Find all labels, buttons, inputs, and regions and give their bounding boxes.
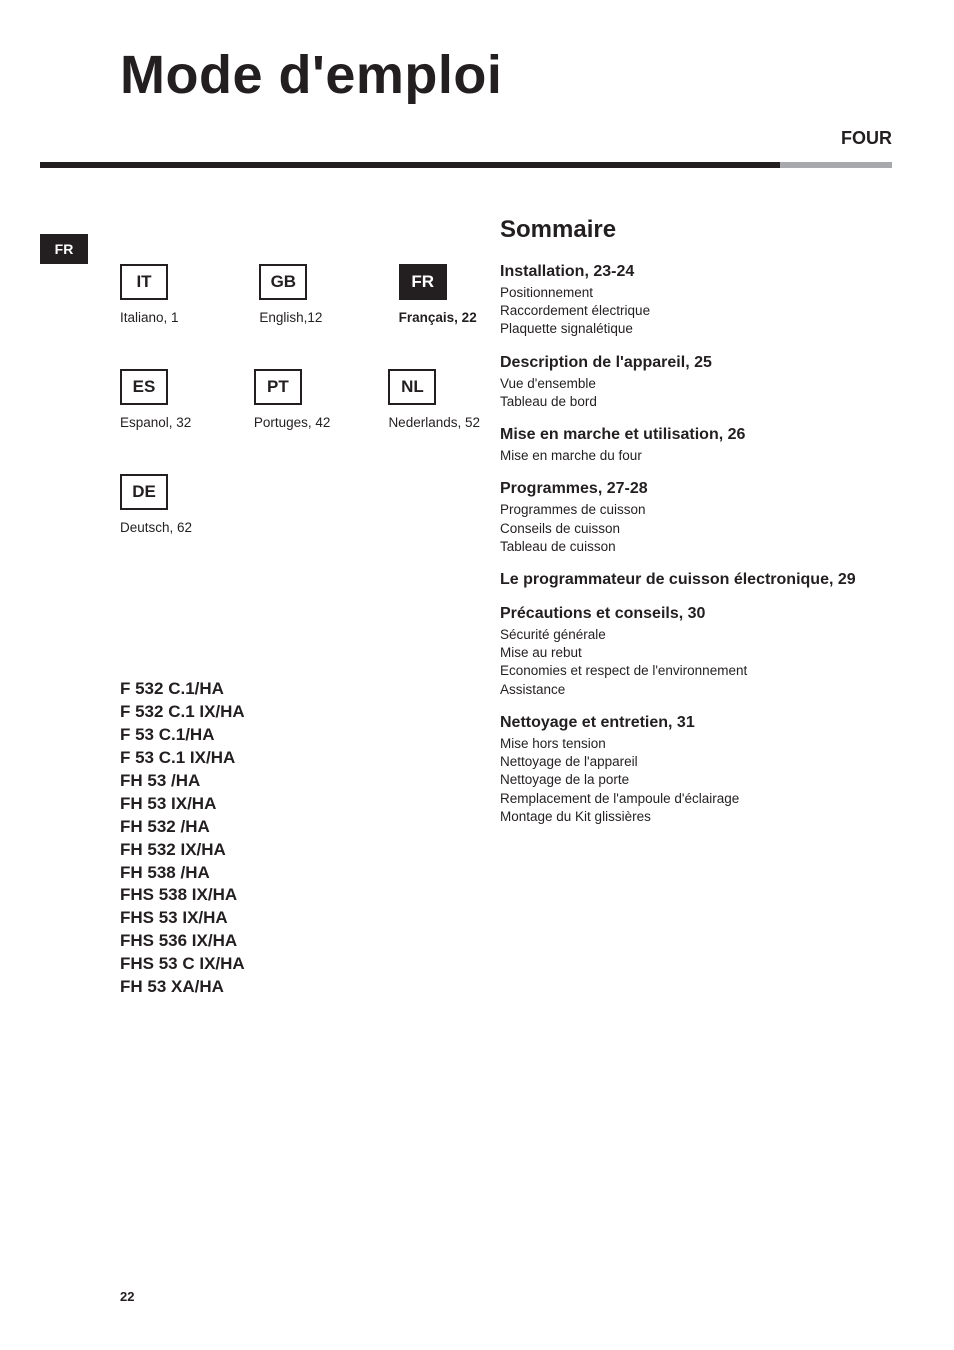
model-item: F 53 C.1/HA <box>120 724 245 747</box>
language-label: Portuges, 42 <box>254 415 331 430</box>
language-label: Espanol, 32 <box>120 415 196 430</box>
language-label: Deutsch, 62 <box>120 520 216 535</box>
model-item: FHS 53 C IX/HA <box>120 953 245 976</box>
summary-section: Mise en marche et utilisation, 26 Mise en… <box>500 425 870 465</box>
summary-section-line: Mise hors tension <box>500 735 870 753</box>
summary-section-line: Mise en marche du four <box>500 447 870 465</box>
summary-section-line: Tableau de bord <box>500 393 870 411</box>
language-box: FR <box>399 264 447 300</box>
language-cell: GB English,12 <box>259 264 340 325</box>
summary-section: Nettoyage et entretien, 31Mise hors tens… <box>500 713 870 826</box>
model-item: FH 532 /HA <box>120 816 245 839</box>
summary-section-line: Nettoyage de l'appareil <box>500 753 870 771</box>
summary-section-line: Positionnement <box>500 284 870 302</box>
summary-section-line: Economies et respect de l'environnement <box>500 662 870 680</box>
summary-section-line: Remplacement de l'ampoule d'éclairage <box>500 790 870 808</box>
summary-section-line: Nettoyage de la porte <box>500 771 870 789</box>
summary-section-line: Conseils de cuisson <box>500 520 870 538</box>
summary-section: Installation, 23-24PositionnementRaccord… <box>500 262 870 339</box>
summary-section-title: Mise en marche et utilisation, 26 <box>500 425 870 445</box>
language-cell: FR Français, 22 <box>399 264 480 325</box>
summary-section-line: Plaquette signalétique <box>500 320 870 338</box>
summary-section-title: Installation, 23-24 <box>500 262 870 282</box>
category-label: FOUR <box>841 128 892 149</box>
language-cell: PT Portuges, 42 <box>254 369 331 430</box>
language-box: NL <box>388 369 436 405</box>
language-cell: DE Deutsch, 62 <box>120 474 216 535</box>
language-box: ES <box>120 369 168 405</box>
summary-section-title: Le programmateur de cuisson électronique… <box>500 570 870 590</box>
language-cell: ES Espanol, 32 <box>120 369 196 430</box>
language-cell: IT Italiano, 1 <box>120 264 201 325</box>
summary-section-lines: Mise hors tensionNettoyage de l'appareil… <box>500 735 870 826</box>
language-label: Italiano, 1 <box>120 310 201 325</box>
language-row: ES Espanol, 32 PT Portuges, 42 NL Nederlands,… <box>120 369 480 430</box>
summary-section-lines: Programmes de cuissonConseils de cuisson… <box>500 501 870 556</box>
summary-section-title: Description de l'appareil, 25 <box>500 353 870 373</box>
summary-heading: Sommaire <box>500 216 870 244</box>
summary-section-lines: Vue d'ensembleTableau de bord <box>500 375 870 411</box>
model-item: FH 532 IX/HA <box>120 839 245 862</box>
language-box: IT <box>120 264 168 300</box>
language-row: DE Deutsch, 62 <box>120 474 480 535</box>
language-cell: NL Nederlands, 52 <box>388 369 480 430</box>
page-title: Mode d'emploi <box>120 44 892 106</box>
summary-column: Sommaire Installation, 23-24Positionneme… <box>500 216 870 840</box>
language-box: PT <box>254 369 302 405</box>
model-list: F 532 C.1/HAF 532 C.1 IX/HAF 53 C.1/HAF … <box>120 678 245 999</box>
summary-section: Description de l'appareil, 25Vue d'ensem… <box>500 353 870 411</box>
summary-section-line: Vue d'ensemble <box>500 375 870 393</box>
model-item: F 532 C.1/HA <box>120 678 245 701</box>
language-label: English,12 <box>259 310 340 325</box>
model-item: FH 53 XA/HA <box>120 976 245 999</box>
summary-section: Le programmateur de cuisson électronique… <box>500 570 870 590</box>
summary-section-line: Mise au rebut <box>500 644 870 662</box>
summary-section-lines: PositionnementRaccordement électriquePla… <box>500 284 870 339</box>
summary-section-line: Assistance <box>500 681 870 699</box>
side-language-tab: FR <box>40 234 88 264</box>
summary-section-line: Sécurité générale <box>500 626 870 644</box>
page-root: Mode d'emploi FOUR FR IT Italiano, 1 GB Eng… <box>0 0 954 1350</box>
model-item: FHS 538 IX/HA <box>120 884 245 907</box>
summary-section-lines: Sécurité généraleMise au rebutEconomies … <box>500 626 870 699</box>
model-item: F 53 C.1 IX/HA <box>120 747 245 770</box>
language-grid: IT Italiano, 1 GB English,12 FR Français, 22 E… <box>120 264 480 579</box>
summary-section: Précautions et conseils, 30Sécurité géné… <box>500 604 870 699</box>
summary-section-line: Tableau de cuisson <box>500 538 870 556</box>
language-row: IT Italiano, 1 GB English,12 FR Français, 22 <box>120 264 480 325</box>
model-item: FH 53 IX/HA <box>120 793 245 816</box>
summary-section-line: Montage du Kit glissières <box>500 808 870 826</box>
summary-sections: Installation, 23-24PositionnementRaccord… <box>500 262 870 826</box>
model-item: FHS 536 IX/HA <box>120 930 245 953</box>
language-label: Nederlands, 52 <box>388 415 480 430</box>
model-item: FH 53 /HA <box>120 770 245 793</box>
model-item: FH 538 /HA <box>120 862 245 885</box>
summary-section-lines: Mise en marche du four <box>500 447 870 465</box>
model-item: FHS 53 IX/HA <box>120 907 245 930</box>
summary-section: Programmes, 27-28Programmes de cuissonCo… <box>500 479 870 556</box>
summary-section-title: Programmes, 27-28 <box>500 479 870 499</box>
language-label: Français, 22 <box>399 310 480 325</box>
divider-black <box>40 162 780 168</box>
language-box: DE <box>120 474 168 510</box>
model-item: F 532 C.1 IX/HA <box>120 701 245 724</box>
divider-rule <box>0 162 892 168</box>
summary-section-title: Nettoyage et entretien, 31 <box>500 713 870 733</box>
summary-section-line: Programmes de cuisson <box>500 501 870 519</box>
summary-section-title: Précautions et conseils, 30 <box>500 604 870 624</box>
page-number: 22 <box>120 1289 134 1304</box>
language-box: GB <box>259 264 307 300</box>
summary-section-line: Raccordement électrique <box>500 302 870 320</box>
